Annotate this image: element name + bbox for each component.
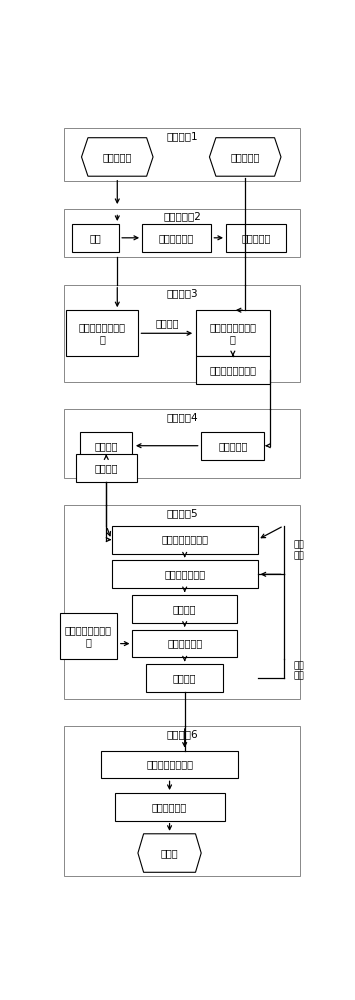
FancyBboxPatch shape (64, 409, 300, 478)
FancyBboxPatch shape (72, 224, 119, 252)
Text: 预处理模块2: 预处理模块2 (163, 212, 201, 222)
Text: 相似性测度筛选: 相似性测度筛选 (164, 569, 205, 579)
FancyBboxPatch shape (201, 432, 264, 460)
FancyBboxPatch shape (64, 128, 300, 181)
Text: 计算模块5: 计算模块5 (166, 508, 198, 518)
FancyBboxPatch shape (146, 664, 223, 692)
Text: 训练块集: 训练块集 (94, 463, 118, 473)
Text: 超像素分割: 超像素分割 (218, 441, 247, 451)
FancyBboxPatch shape (196, 310, 270, 356)
FancyBboxPatch shape (112, 560, 258, 588)
FancyBboxPatch shape (101, 751, 238, 778)
Polygon shape (82, 138, 153, 176)
Text: 读取模块1: 读取模块1 (166, 131, 198, 141)
FancyBboxPatch shape (115, 793, 225, 821)
Text: 肝脏边界候选区域: 肝脏边界候选区域 (209, 365, 256, 375)
Text: 多尺度融合图像块: 多尺度融合图像块 (161, 535, 208, 545)
Text: 非均匀性校正: 非均匀性校正 (159, 233, 194, 243)
Text: 随机游走权值组合: 随机游走权值组合 (146, 759, 193, 769)
FancyBboxPatch shape (132, 630, 237, 657)
FancyBboxPatch shape (112, 526, 258, 554)
FancyBboxPatch shape (80, 432, 132, 460)
FancyBboxPatch shape (196, 356, 270, 384)
Text: 肝脏概率: 肝脏概率 (173, 673, 196, 683)
Text: 去噪: 去噪 (89, 233, 101, 243)
Text: 选取模块4: 选取模块4 (166, 412, 198, 422)
Text: 训练块对应肝脏类
别: 训练块对应肝脏类 别 (65, 625, 112, 647)
Text: 刚性配准: 刚性配准 (155, 318, 179, 328)
Text: 目标函数优化: 目标函数优化 (152, 802, 187, 812)
FancyBboxPatch shape (60, 613, 117, 659)
FancyBboxPatch shape (132, 595, 237, 623)
Text: 训练图像集: 训练图像集 (103, 152, 132, 162)
Text: 分结果: 分结果 (161, 848, 178, 858)
Text: 稀疏表示: 稀疏表示 (173, 604, 196, 614)
FancyBboxPatch shape (64, 209, 300, 257)
Text: 待分割图像: 待分割图像 (230, 152, 260, 162)
Text: 组合权重参数: 组合权重参数 (167, 639, 202, 649)
FancyBboxPatch shape (66, 310, 138, 356)
FancyBboxPatch shape (142, 224, 211, 252)
FancyBboxPatch shape (64, 285, 300, 382)
Text: 灰度归一化: 灰度归一化 (241, 233, 271, 243)
FancyBboxPatch shape (76, 454, 137, 482)
Text: 增强后的待分割图
像: 增强后的待分割图 像 (209, 322, 256, 344)
Text: 提取模块3: 提取模块3 (166, 288, 198, 298)
Text: 先验
模型: 先验 模型 (293, 661, 304, 680)
Polygon shape (209, 138, 281, 176)
Text: 迭代
更新: 迭代 更新 (293, 541, 304, 560)
FancyBboxPatch shape (226, 224, 286, 252)
Text: 对应位置: 对应位置 (94, 441, 118, 451)
Text: 增强后的训练图像
集: 增强后的训练图像 集 (79, 322, 126, 344)
FancyBboxPatch shape (64, 505, 300, 699)
Text: 分割模块6: 分割模块6 (166, 729, 198, 739)
FancyBboxPatch shape (64, 726, 300, 876)
Polygon shape (138, 834, 201, 872)
